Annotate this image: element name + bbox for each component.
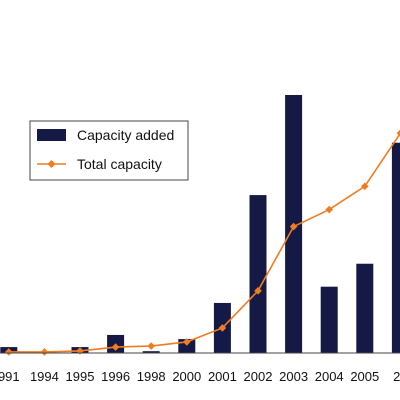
total-capacity-point-2000 xyxy=(183,338,191,346)
bar-2005 xyxy=(356,263,374,353)
total-capacity-point-1991 xyxy=(5,348,13,356)
x-tick-label-2000: 2000 xyxy=(172,369,201,384)
x-tick-labels: 991 1994 1995 1996 1998 2000 2001 2002 2003 2004 2… xyxy=(0,369,400,384)
legend: Capacity added Total capacity xyxy=(29,120,189,181)
total-capacity-point-2002 xyxy=(254,287,262,295)
legend-bar-swatch xyxy=(37,129,66,141)
legend-label-total-capacity: Total capacity xyxy=(77,156,162,172)
x-tick-label-2005: 2005 xyxy=(350,369,379,384)
total-capacity-point-2006 xyxy=(396,129,400,137)
total-capacity-point-1996 xyxy=(111,343,120,351)
x-tick-label-2003: 2003 xyxy=(279,369,308,384)
bar-2004 xyxy=(320,286,338,353)
total-capacity-point-2001 xyxy=(218,324,227,332)
total-capacity-point-1994 xyxy=(40,348,49,356)
x-tick-label-1996: 1996 xyxy=(101,369,130,384)
x-tick-label-2002: 2002 xyxy=(244,369,273,384)
x-tick-label-2001: 2001 xyxy=(208,369,237,384)
bar-2006 xyxy=(391,142,400,353)
bars-layer xyxy=(0,95,400,353)
x-tick-label-1991: 991 xyxy=(0,369,20,384)
bar-1998 xyxy=(142,351,160,353)
x-tick-label-2006: 20 xyxy=(393,369,400,384)
total-capacity-line xyxy=(8,132,400,353)
x-tick-label-1995: 1995 xyxy=(66,369,95,384)
total-capacity-point-2005 xyxy=(361,182,369,191)
legend-label-capacity-added: Capacity added xyxy=(77,127,174,143)
total-capacity-point-2004 xyxy=(325,205,333,214)
legend-diamond-marker xyxy=(47,160,56,168)
bar-2002 xyxy=(249,195,267,353)
x-tick-label-1994: 1994 xyxy=(30,369,59,384)
total-capacity-point-1998 xyxy=(147,342,155,350)
x-tick-label-2004: 2004 xyxy=(315,369,344,384)
x-tick-label-1998: 1998 xyxy=(137,369,166,384)
total-capacity-point-2003 xyxy=(289,222,298,231)
